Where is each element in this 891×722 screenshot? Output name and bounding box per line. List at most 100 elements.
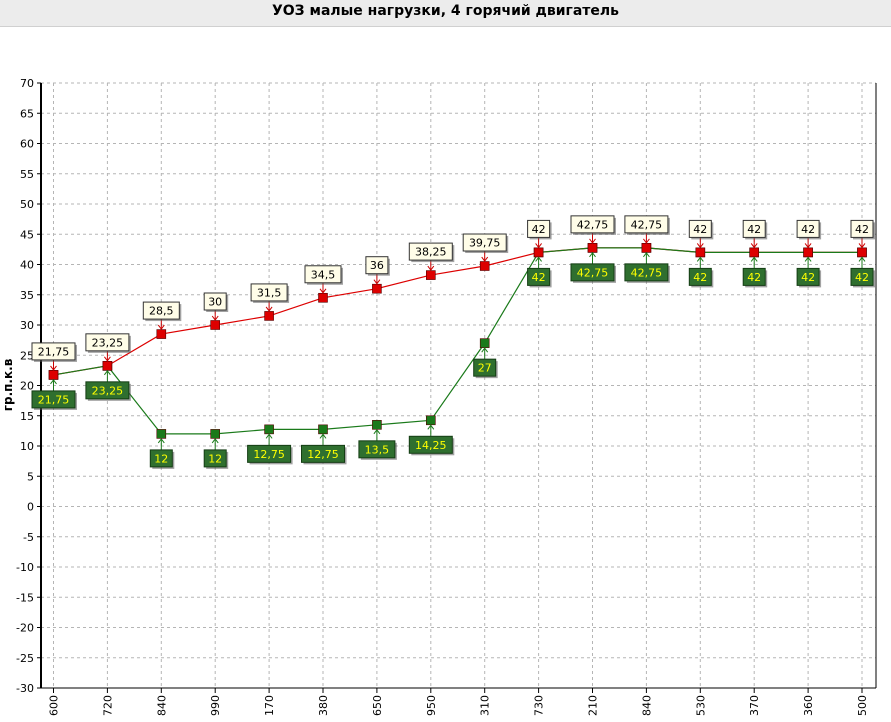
- label-pointer-arrow: [265, 433, 273, 439]
- series-0-point: [264, 311, 274, 321]
- data-label: 34,5: [311, 268, 336, 281]
- data-label-box: [624, 215, 669, 234]
- x-tick-label: 720: [101, 695, 114, 716]
- data-label: 42: [747, 223, 761, 236]
- y-tick-label: 0: [27, 501, 34, 514]
- data-label-box: [247, 444, 292, 463]
- series-0-point: [479, 261, 490, 271]
- grid: [41, 82, 876, 688]
- x-tick-label: 730: [533, 695, 546, 716]
- data-label: 21,75: [38, 345, 70, 358]
- data-label-box: [304, 265, 342, 284]
- label-pointer-arrow: [643, 238, 650, 244]
- y-tick-label: 50: [20, 198, 34, 211]
- data-label: 42,75: [631, 266, 663, 279]
- y-tick-label: -20: [16, 622, 34, 635]
- y-tick-label: 65: [20, 107, 34, 120]
- data-label-box: [85, 381, 130, 400]
- label-pointer-arrow: [481, 347, 489, 353]
- label-pointer-arrow: [157, 324, 165, 330]
- label-pointer-arrow: [157, 438, 165, 444]
- label-pointer-arrow: [427, 424, 435, 430]
- label-pointer-arrow: [211, 438, 219, 444]
- data-label: 42,75: [577, 218, 609, 231]
- data-label-box: [742, 219, 766, 238]
- y-tick-label: 45: [20, 228, 34, 241]
- data-label: 42: [747, 271, 761, 284]
- series-1-point: [264, 424, 274, 435]
- y-tick-label: 40: [20, 259, 34, 272]
- y-tick-label: 15: [20, 410, 34, 423]
- data-label-box: [570, 263, 615, 282]
- data-label: 12,75: [307, 448, 339, 461]
- data-label-box: [527, 219, 551, 238]
- series-1-point: [425, 415, 436, 426]
- data-label: 42: [801, 223, 815, 236]
- data-label: 42: [801, 271, 815, 284]
- x-tick-label: 990: [209, 695, 222, 716]
- data-label-box: [473, 358, 497, 377]
- data-label-box: [796, 267, 820, 286]
- data-label: 13,5: [365, 443, 390, 456]
- data-label: 42: [532, 271, 546, 284]
- data-label-box: [570, 215, 615, 234]
- label-pointer-arrow: [858, 243, 866, 249]
- data-label: 42: [693, 271, 707, 284]
- label-pointer-arrow: [696, 243, 704, 249]
- data-label: 42: [855, 271, 869, 284]
- label-pointer-arrow: [50, 365, 57, 371]
- data-label-box: [688, 219, 712, 238]
- data-label-box: [365, 256, 389, 275]
- y-tick-label: 25: [20, 349, 34, 362]
- x-tick-label: 950: [425, 695, 438, 716]
- label-pointer-arrow: [373, 279, 381, 285]
- data-label-box: [462, 233, 507, 252]
- x-tick-label: 310: [479, 695, 492, 716]
- data-label: 14,25: [415, 439, 447, 452]
- label-pointer-arrow: [589, 238, 596, 244]
- y-tick-label: 55: [20, 168, 34, 181]
- y-tick-label: -10: [16, 561, 34, 574]
- data-label-box: [142, 301, 180, 320]
- series-1-point: [479, 338, 490, 348]
- label-pointer-arrow: [535, 243, 542, 249]
- data-label-box: [250, 283, 288, 302]
- title-bar: УОЗ малые нагрузки, 4 горячий двигатель: [0, 0, 891, 27]
- label-pointer-arrow: [427, 265, 435, 271]
- data-label: 12: [208, 452, 222, 465]
- x-tick-label: 500: [856, 695, 869, 716]
- series-0-point: [102, 361, 113, 371]
- label-pointer-arrow: [643, 252, 650, 258]
- data-label-box: [688, 267, 712, 286]
- series-group: [48, 243, 867, 439]
- data-label: 23,25: [92, 336, 124, 349]
- data-label-box: [742, 267, 766, 286]
- label-pointer-arrow: [319, 433, 327, 439]
- label-pointer-arrow: [104, 356, 111, 362]
- data-label-box: [796, 219, 820, 238]
- series-0-point: [318, 292, 328, 303]
- data-label: 28,5: [149, 305, 174, 318]
- label-pointer-arrow: [804, 243, 812, 249]
- series-1-point: [372, 420, 382, 430]
- y-tick-label: 60: [20, 138, 34, 151]
- data-label-box: [624, 263, 669, 282]
- data-label-box: [85, 333, 130, 352]
- series-0-point: [695, 247, 706, 258]
- data-label-box: [850, 219, 874, 238]
- data-label-box: [850, 267, 874, 286]
- data-label: 21,75: [38, 393, 70, 406]
- x-tick-label: 360: [802, 695, 815, 716]
- label-pointer-arrow: [858, 256, 866, 262]
- label-pointer-arrow: [50, 379, 57, 385]
- data-label-box: [149, 449, 173, 468]
- x-tick-label: 170: [263, 695, 276, 716]
- series-0-point: [857, 247, 867, 258]
- series-0-point: [156, 329, 167, 339]
- x-tick-label: 370: [748, 695, 761, 716]
- x-axis-ticks: 600 720 840 990 170 380 650 950 310 730 210 840 530 3…: [48, 688, 869, 716]
- data-label-box: [301, 444, 345, 463]
- label-pointer-arrow: [319, 288, 327, 294]
- y-tick-label: -15: [16, 591, 34, 604]
